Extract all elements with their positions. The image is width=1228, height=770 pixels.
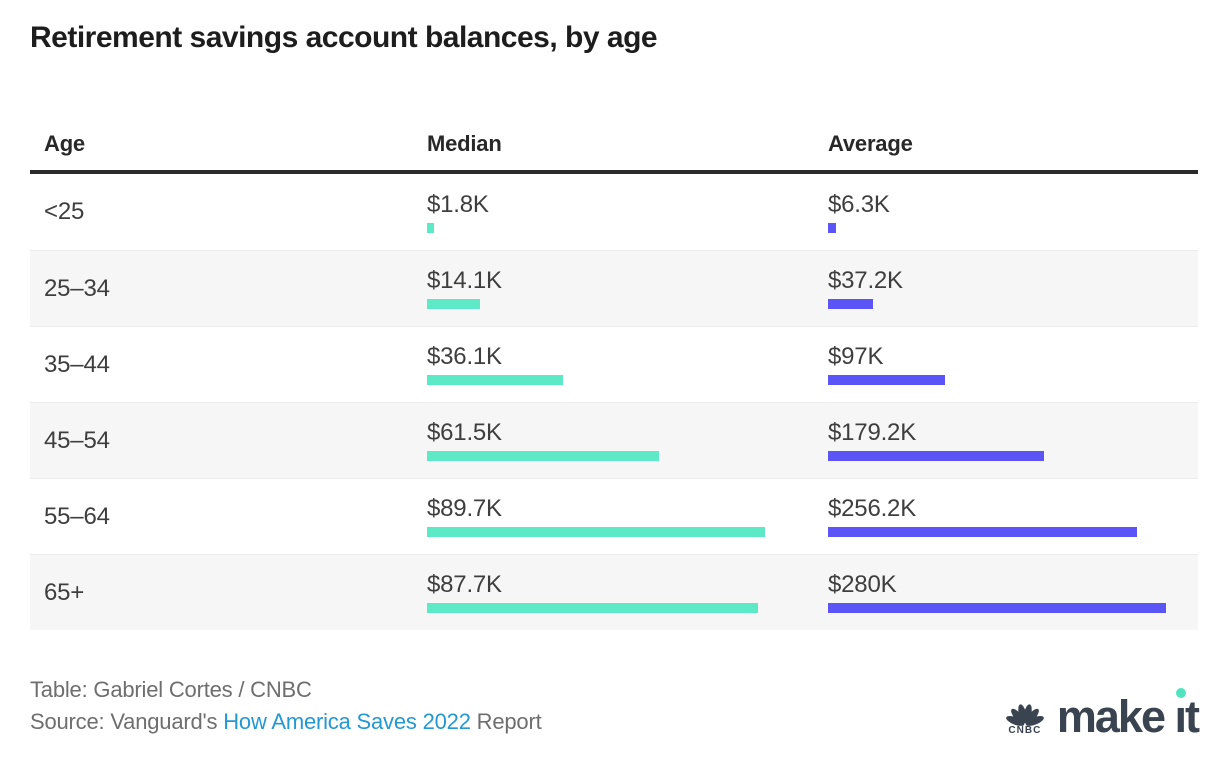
table-row: 55–64 $89.7K $256.2K xyxy=(30,478,1198,554)
average-value: $179.2K xyxy=(828,419,917,446)
column-header-age: Age xyxy=(44,131,85,156)
make-it-letter-i: ı xyxy=(1174,688,1187,742)
column-header-average: Average xyxy=(828,131,913,156)
credits-block: Table: Gabriel Cortes / CNBC Source: Van… xyxy=(30,674,542,738)
make-it-text-end: t xyxy=(1185,691,1200,742)
median-bar xyxy=(427,527,765,537)
page-title: Retirement savings account balances, by … xyxy=(30,21,658,54)
median-value: $1.8K xyxy=(427,190,489,218)
age-label: 35–44 xyxy=(44,350,110,378)
footer: Table: Gabriel Cortes / CNBC Source: Van… xyxy=(30,674,1200,739)
average-value: $37.2K xyxy=(828,267,903,294)
average-value: $280K xyxy=(828,571,897,598)
peacock-feathers-icon xyxy=(1006,704,1044,726)
average-bar xyxy=(828,299,873,309)
green-i-dot-icon xyxy=(1176,688,1187,698)
table-credit: Table: Gabriel Cortes / CNBC xyxy=(30,677,312,702)
average-bar xyxy=(828,222,836,233)
median-value: $61.5K xyxy=(427,419,502,446)
table-header-row: Age Median Average xyxy=(30,131,1198,174)
table-row: <25 $1.8K $6.3K xyxy=(30,174,1198,250)
balances-table: Age Median Average <25 $1.8K $6.3K 25–34… xyxy=(30,131,1198,630)
median-cell: $1.8K xyxy=(427,190,828,233)
median-bar xyxy=(427,222,434,233)
median-bar xyxy=(427,299,481,309)
age-label: <25 xyxy=(44,198,85,225)
median-cell: $87.7K xyxy=(427,572,828,613)
average-cell: $97K xyxy=(828,344,1198,385)
average-cell: $280K xyxy=(828,572,1198,613)
table-body: <25 $1.8K $6.3K 25–34 $14.1K $37.2K 35–4… xyxy=(30,174,1198,630)
age-label: 55–64 xyxy=(44,502,110,530)
median-bar xyxy=(427,375,563,385)
table-row: 25–34 $14.1K $37.2K xyxy=(30,250,1198,326)
average-cell: $37.2K xyxy=(828,268,1198,309)
median-bar xyxy=(427,603,758,613)
source-line: Source: Vanguard's How America Saves 202… xyxy=(30,706,542,738)
page: Retirement savings account balances, by … xyxy=(30,21,1200,739)
table-row: 65+ $87.7K $280K xyxy=(30,554,1198,630)
average-bar xyxy=(828,451,1045,461)
age-label: 65+ xyxy=(44,578,85,606)
median-cell: $89.7K xyxy=(427,496,828,537)
median-value: $14.1K xyxy=(427,267,502,294)
average-cell: $179.2K xyxy=(828,420,1198,461)
median-cell: $61.5K xyxy=(427,420,828,461)
source-link[interactable]: How America Saves 2022 xyxy=(223,709,471,734)
median-value: $36.1K xyxy=(427,343,502,370)
median-cell: $14.1K xyxy=(427,268,828,309)
average-value: $256.2K xyxy=(828,495,917,522)
average-bar xyxy=(828,527,1138,537)
average-cell: $256.2K xyxy=(828,496,1198,537)
column-header-median: Median xyxy=(427,131,502,156)
average-cell: $6.3K xyxy=(828,190,1198,233)
table-row: 35–44 $36.1K $97K xyxy=(30,326,1198,402)
median-bar xyxy=(427,451,659,461)
average-value: $6.3K xyxy=(828,190,890,218)
age-label: 25–34 xyxy=(44,274,110,302)
median-cell: $36.1K xyxy=(427,344,828,385)
make-it-text: make xyxy=(1056,691,1175,742)
average-bar xyxy=(828,603,1166,613)
median-value: $87.7K xyxy=(427,571,502,598)
cnbc-brand-label: CNBC xyxy=(1008,725,1042,736)
average-bar xyxy=(828,375,946,385)
average-value: $97K xyxy=(828,343,884,370)
age-label: 45–54 xyxy=(44,426,110,454)
source-prefix: Source: Vanguard's xyxy=(30,709,224,734)
table-row: 45–54 $61.5K $179.2K xyxy=(30,402,1198,478)
cnbc-peacock-icon: CNBC xyxy=(1002,698,1048,736)
median-value: $89.7K xyxy=(427,495,502,522)
source-suffix: Report xyxy=(470,709,542,734)
